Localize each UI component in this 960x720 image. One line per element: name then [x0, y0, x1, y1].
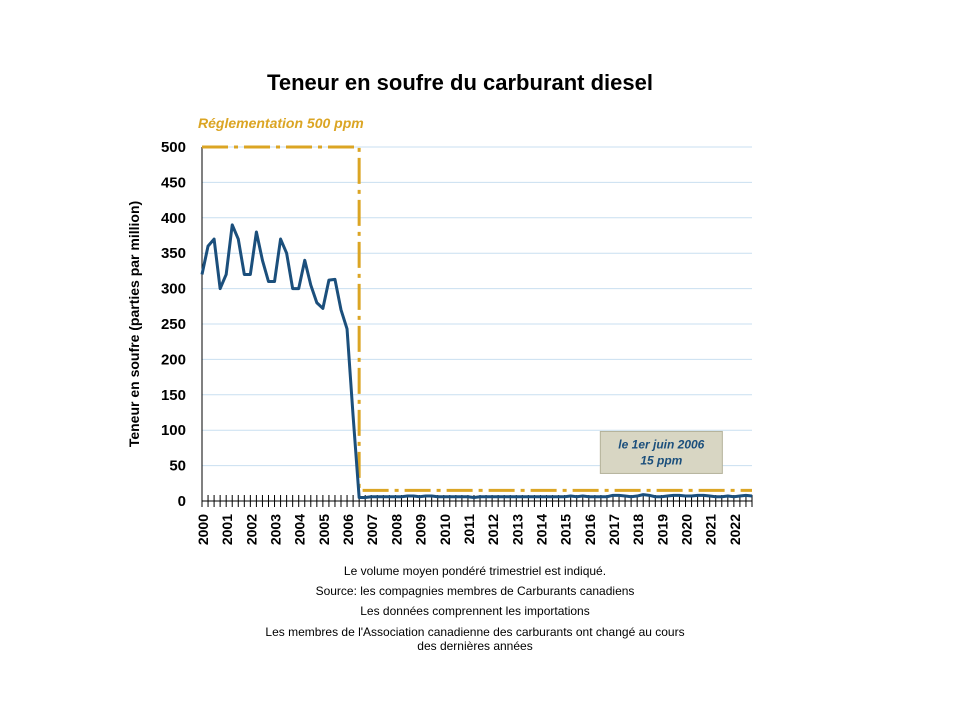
y-tick-label-150: 150	[161, 387, 186, 404]
x-tick-label-2014: 2014	[533, 514, 549, 545]
x-tick-label-2016: 2016	[582, 514, 598, 545]
x-tick-label-2017: 2017	[606, 514, 622, 545]
y-tick-label-200: 200	[161, 351, 186, 368]
chart-title: Teneur en soufre du carburant diesel	[267, 70, 653, 95]
footnote-members: Les membres de l'Association canadienne …	[200, 625, 750, 653]
regulation-step-line	[202, 145, 752, 492]
x-tick-label-2012: 2012	[485, 514, 501, 545]
x-tick-label-2022: 2022	[727, 514, 743, 545]
footnote-members-line2: des dernières années	[417, 639, 533, 653]
x-tick-label-2013: 2013	[509, 514, 525, 545]
x-tick-label-2010: 2010	[437, 514, 453, 545]
y-tick-label-350: 350	[161, 245, 186, 262]
x-tick-label-2001: 2001	[219, 514, 235, 545]
y-tick-label-250: 250	[161, 316, 186, 333]
footnote-volume: Le volume moyen pondéré trimestriel est …	[343, 564, 607, 578]
x-tick-label-2009: 2009	[413, 514, 429, 545]
x-tick-label-2011: 2011	[461, 514, 477, 545]
grid-lines	[202, 146, 752, 467]
regulation-label: Réglementation 500 ppm	[198, 115, 364, 131]
y-tick-label-400: 400	[161, 210, 186, 227]
x-tick-label-2021: 2021	[703, 514, 719, 545]
x-tick-label-2006: 2006	[340, 514, 356, 545]
y-axis-title: Teneur en soufre (parties par million)	[126, 201, 142, 447]
x-tick-label-2005: 2005	[316, 514, 332, 545]
annotation-box	[599, 430, 723, 474]
footnote-imports: Les données comprennent les importations	[360, 604, 590, 618]
footnote-source: Source: les compagnies membres de Carbur…	[315, 584, 635, 598]
x-tick-label-2002: 2002	[243, 514, 259, 545]
axis-labels: 0 50 100 150 200 250 300 350 400 450 500 2000 2001 20…	[126, 139, 743, 545]
y-tick-label-500: 500	[161, 139, 186, 156]
x-tick-label-2003: 2003	[268, 514, 284, 545]
series-line	[200, 223, 753, 499]
annotation-line1: le 1er juin 2006	[618, 437, 704, 451]
y-tick-label-100: 100	[161, 422, 186, 439]
x-tick-label-2007: 2007	[364, 514, 380, 545]
x-tick-label-2004: 2004	[292, 514, 308, 545]
y-tick-label-50: 50	[169, 458, 186, 475]
x-tick-label-2019: 2019	[654, 514, 670, 545]
y-tick-label-300: 300	[161, 281, 186, 298]
regulation-line: Réglementation 500 ppm	[198, 115, 752, 492]
footnote-members-line1: Les membres de l'Association canadienne …	[265, 625, 685, 639]
annotation-line2: 15 ppm	[640, 453, 682, 467]
x-tick-label-2020: 2020	[679, 514, 695, 545]
x-tick-label-2015: 2015	[558, 514, 574, 545]
x-tick-label-2018: 2018	[630, 514, 646, 545]
y-tick-label-450: 450	[161, 174, 186, 191]
x-tick-label-2008: 2008	[388, 514, 404, 545]
y-tick-label-0: 0	[178, 493, 186, 510]
x-tick-label-2000: 2000	[195, 514, 211, 545]
sulfur-series-line	[200, 223, 753, 499]
annotation: le 1er juin 2006 15 ppm	[599, 430, 723, 474]
